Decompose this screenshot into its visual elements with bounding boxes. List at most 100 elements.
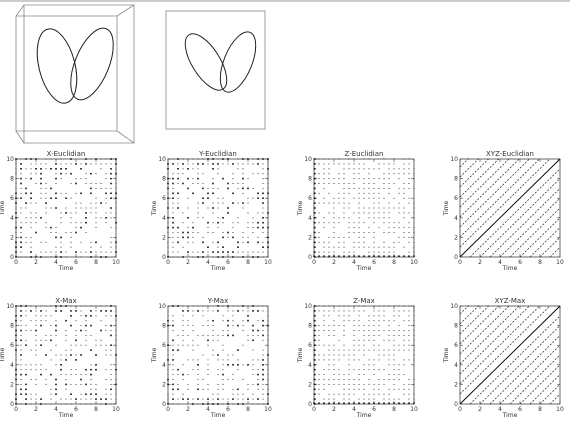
recurrence-point bbox=[172, 173, 174, 175]
recurrence-point bbox=[247, 236, 249, 238]
recurrence-point bbox=[373, 315, 375, 317]
recurrence-point bbox=[393, 310, 395, 312]
recurrence-point bbox=[237, 364, 239, 366]
recurrence-point bbox=[212, 168, 214, 170]
recurrence-point bbox=[65, 212, 67, 214]
recurrence-point bbox=[363, 222, 365, 224]
recurrence-point bbox=[192, 369, 194, 371]
y-tick-label: 8 bbox=[308, 176, 312, 183]
recurrence-point bbox=[338, 379, 340, 380]
recurrence-point bbox=[182, 393, 184, 395]
recurrence-point bbox=[227, 398, 229, 400]
recurrence-point bbox=[398, 310, 400, 312]
recurrence-point bbox=[267, 192, 269, 195]
recurrence-point bbox=[383, 310, 385, 312]
recurrence-point bbox=[115, 212, 117, 214]
recurrence-point bbox=[378, 305, 380, 307]
recurrence-point bbox=[237, 187, 239, 189]
recurrence-point bbox=[413, 349, 415, 351]
recurrence-point bbox=[383, 393, 385, 395]
recurrence-point bbox=[85, 178, 87, 180]
recurrence-point bbox=[408, 212, 410, 214]
recurrence-point bbox=[30, 158, 32, 160]
recurrence-point bbox=[333, 202, 335, 204]
recurrence-point bbox=[338, 202, 340, 204]
recurrence-point bbox=[363, 344, 365, 346]
recurrence-point bbox=[80, 398, 82, 400]
recurrence-point bbox=[50, 158, 52, 160]
recurrence-point bbox=[60, 217, 62, 219]
recurrence-point bbox=[70, 158, 72, 160]
x-tick-label: 6 bbox=[372, 406, 376, 413]
recurrence-point bbox=[90, 379, 92, 380]
recurrence-point bbox=[393, 305, 395, 307]
recurrence-point bbox=[172, 177, 174, 180]
recurrence-point bbox=[328, 325, 330, 327]
recurrence-point bbox=[60, 368, 62, 371]
recurrence-point bbox=[373, 246, 375, 248]
recurrence-point bbox=[413, 305, 415, 307]
recurrence-point bbox=[252, 398, 254, 400]
x-tick-label: 8 bbox=[538, 259, 542, 266]
recurrence-point bbox=[45, 315, 47, 317]
recurrence-point bbox=[100, 305, 102, 307]
edge-point bbox=[388, 402, 390, 404]
recurrence-point bbox=[373, 183, 375, 184]
recurrence-point bbox=[182, 231, 184, 234]
recurrence-point bbox=[90, 334, 92, 336]
recurrence-point bbox=[187, 236, 189, 239]
recurrence-point bbox=[172, 256, 174, 258]
recurrence-point bbox=[55, 197, 57, 199]
recurrence-point bbox=[232, 334, 234, 337]
recurrence-point bbox=[182, 212, 184, 214]
recurrence-point bbox=[207, 403, 209, 405]
box-front-face bbox=[15, 15, 118, 132]
y-axis-label: Time bbox=[0, 200, 6, 216]
recurrence-point bbox=[358, 236, 360, 238]
recurrence-point bbox=[338, 217, 340, 219]
recurrence-point bbox=[70, 374, 72, 376]
recurrence-point bbox=[222, 379, 224, 380]
recurrence-point bbox=[242, 158, 244, 160]
recurrence-point bbox=[192, 344, 194, 346]
recurrence-point bbox=[232, 388, 234, 390]
recurrence-point bbox=[398, 305, 400, 307]
recurrence-point bbox=[207, 344, 209, 346]
recurrence-point bbox=[232, 227, 234, 229]
recurrence-point bbox=[182, 379, 184, 380]
recurrence-point bbox=[212, 202, 214, 204]
recurrence-point bbox=[110, 212, 112, 214]
recurrence-point bbox=[373, 388, 375, 390]
recurrence-point bbox=[363, 305, 365, 307]
x-tick-label: 8 bbox=[392, 406, 396, 413]
recurrence-point bbox=[80, 305, 82, 307]
recurrence-point bbox=[323, 217, 325, 219]
recurrence-point bbox=[408, 393, 410, 395]
recurrence-point bbox=[110, 163, 112, 165]
recurrence-point bbox=[65, 334, 67, 336]
recurrence-point bbox=[333, 178, 335, 180]
recurrence-point bbox=[95, 197, 97, 199]
y-tick-label: 6 bbox=[308, 342, 312, 349]
recurrence-point bbox=[328, 251, 330, 253]
recurrence-point bbox=[333, 305, 335, 307]
recurrence-point bbox=[403, 364, 405, 366]
recurrence-point bbox=[217, 369, 219, 371]
recurrence-point bbox=[95, 388, 97, 390]
recurrence-point bbox=[388, 393, 390, 395]
recurrence-point bbox=[182, 163, 184, 165]
recurrence-point bbox=[70, 315, 72, 317]
recurrence-point bbox=[167, 393, 169, 395]
y-tick-label: 4 bbox=[10, 215, 14, 222]
recurrence-point bbox=[70, 398, 72, 400]
recurrence-point bbox=[353, 310, 355, 312]
y-tick-label: 10 bbox=[6, 156, 14, 163]
recurrence-point bbox=[187, 398, 189, 400]
recurrence-point bbox=[15, 393, 17, 395]
recurrence-point bbox=[50, 251, 52, 253]
recurrence-point bbox=[217, 207, 219, 209]
recurrence-point bbox=[267, 354, 269, 356]
recurrence-point bbox=[177, 305, 179, 307]
recurrence-point bbox=[262, 364, 264, 366]
recurrence-point bbox=[247, 398, 249, 400]
